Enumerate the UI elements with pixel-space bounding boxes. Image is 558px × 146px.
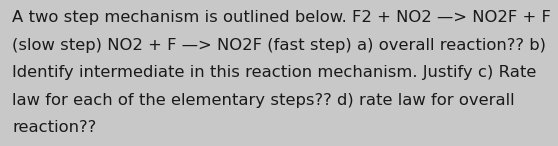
Text: (slow step) NO2 + F —> NO2F (fast step) a) overall reaction?? b): (slow step) NO2 + F —> NO2F (fast step) … [12, 38, 546, 53]
Text: Identify intermediate in this reaction mechanism. Justify c) Rate: Identify intermediate in this reaction m… [12, 65, 537, 80]
Text: reaction??: reaction?? [12, 120, 97, 135]
Text: A two step mechanism is outlined below. F2 + NO2 —> NO2F + F: A two step mechanism is outlined below. … [12, 10, 551, 25]
Text: law for each of the elementary steps?? d) rate law for overall: law for each of the elementary steps?? d… [12, 93, 515, 108]
